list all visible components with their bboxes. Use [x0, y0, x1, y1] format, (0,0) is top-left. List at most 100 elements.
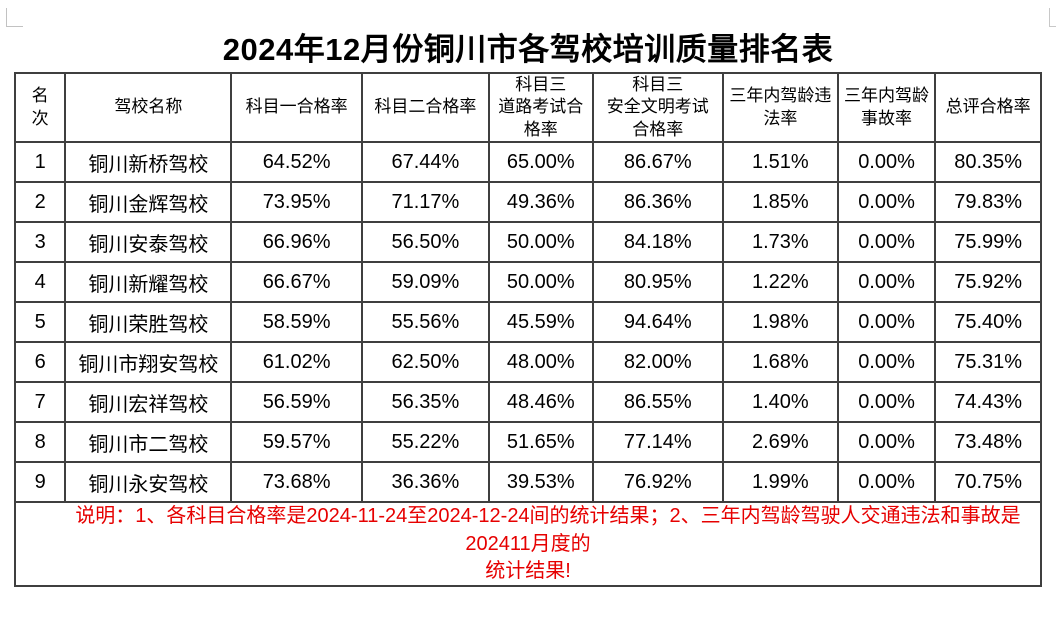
rate-cell: 84.18% [591, 221, 724, 264]
rate-cell: 70.75% [934, 461, 1042, 504]
note-row: 说明：1、各科目合格率是2024-11-24至2024-12-24间的统计结果；… [14, 501, 1042, 587]
column-header-3: 科目二合格率 [360, 71, 490, 144]
rate-cell: 75.40% [934, 301, 1042, 344]
rank-cell: 5 [13, 301, 67, 344]
rate-cell: 59.09% [360, 261, 490, 304]
column-header-6: 三年内驾龄违 法率 [721, 71, 839, 144]
rate-cell: 73.68% [230, 461, 363, 504]
rate-cell: 50.00% [487, 261, 594, 304]
column-header-4: 科目三 道路考试合 格率 [487, 71, 594, 144]
rate-cell: 65.00% [487, 141, 594, 184]
school-name-cell: 铜川荣胜驾校 [64, 301, 233, 344]
rate-cell: 0.00% [836, 181, 937, 224]
rate-cell: 73.95% [230, 181, 363, 224]
note-line-2: 统计结果! [485, 559, 571, 582]
school-name-cell: 铜川安泰驾校 [64, 221, 233, 264]
note-line-1: 说明：1、各科目合格率是2024-11-24至2024-12-24间的统计结果；… [75, 505, 1021, 555]
rate-cell: 0.00% [836, 461, 937, 504]
rank-cell: 8 [13, 421, 67, 464]
rate-cell: 67.44% [360, 141, 490, 184]
rate-cell: 80.95% [591, 261, 724, 304]
rate-cell: 51.65% [487, 421, 594, 464]
column-header-2: 科目一合格率 [230, 71, 363, 144]
rank-cell: 7 [13, 381, 67, 424]
rate-cell: 75.99% [934, 221, 1042, 264]
rate-cell: 66.96% [230, 221, 363, 264]
rate-cell: 45.59% [487, 301, 594, 344]
column-header-7: 三年内驾龄 事故率 [836, 71, 937, 144]
rate-cell: 49.36% [487, 181, 594, 224]
rate-cell: 79.83% [934, 181, 1042, 224]
column-header-5: 科目三 安全文明考试 合格率 [591, 71, 724, 144]
rate-cell: 48.46% [487, 381, 594, 424]
rank-cell: 3 [13, 221, 67, 264]
driving-school-ranking-table: 名 次驾校名称 科目一合格率 科目二合格率 科目三 道路考试合 格率 科目三 安全文明考… [13, 71, 1042, 587]
school-name-cell: 铜川新耀驾校 [64, 261, 233, 304]
rate-cell: 55.56% [360, 301, 490, 344]
table-row: 6 铜川市翔安驾校 61.02% 62.50% 48.00% 82.00% 1.68% 0.0… [13, 341, 1042, 384]
column-header-1: 驾校名称 [64, 71, 233, 144]
rate-cell: 61.02% [230, 341, 363, 384]
rank-cell: 9 [13, 461, 67, 504]
table-row: 2 铜川金辉驾校 73.95% 71.17% 49.36% 86.36% 1.85% 0.00… [13, 181, 1042, 224]
column-header-8: 总评合格率 [934, 71, 1042, 144]
rate-cell: 36.36% [360, 461, 490, 504]
rate-cell: 77.14% [591, 421, 724, 464]
table-row: 8 铜川市二驾校 59.57% 55.22% 51.65% 77.14% 2.69% 0.00… [13, 421, 1042, 464]
rate-cell: 0.00% [836, 261, 937, 304]
table-header-row: 名 次驾校名称 科目一合格率 科目二合格率 科目三 道路考试合 格率 科目三 安全文明考… [13, 71, 1042, 144]
rate-cell: 62.50% [360, 341, 490, 384]
rate-cell: 50.00% [487, 221, 594, 264]
rate-cell: 82.00% [591, 341, 724, 384]
column-header-0: 名 次 [13, 71, 67, 144]
table-row: 3 铜川安泰驾校 66.96% 56.50% 50.00% 84.18% 1.73% 0.00… [13, 221, 1042, 264]
school-name-cell: 铜川市二驾校 [64, 421, 233, 464]
rate-cell: 56.35% [360, 381, 490, 424]
page-title: 2024年12月份铜川市各驾校培训质量排名表 [222, 32, 834, 67]
school-name-cell: 铜川市翔安驾校 [64, 341, 233, 384]
rate-cell: 1.68% [721, 341, 839, 384]
rank-cell: 4 [13, 261, 67, 304]
rate-cell: 55.22% [360, 421, 490, 464]
rate-cell: 1.98% [721, 301, 839, 344]
rate-cell: 86.55% [591, 381, 724, 424]
rate-cell: 2.69% [721, 421, 839, 464]
rate-cell: 75.92% [934, 261, 1042, 304]
rate-cell: 1.99% [721, 461, 839, 504]
statistics-note: 说明：1、各科目合格率是2024-11-24至2024-12-24间的统计结果；… [14, 501, 1042, 587]
school-name-cell: 铜川金辉驾校 [64, 181, 233, 224]
rate-cell: 74.43% [934, 381, 1042, 424]
rate-cell: 64.52% [230, 141, 363, 184]
rate-cell: 94.64% [591, 301, 724, 344]
rank-cell: 1 [13, 141, 67, 184]
rate-cell: 80.35% [934, 141, 1042, 184]
rate-cell: 86.67% [591, 141, 724, 184]
rate-cell: 0.00% [836, 421, 937, 464]
rate-cell: 1.73% [721, 221, 839, 264]
rate-cell: 75.31% [934, 341, 1042, 384]
rate-cell: 39.53% [487, 461, 594, 504]
rate-cell: 86.36% [591, 181, 724, 224]
rate-cell: 0.00% [836, 341, 937, 384]
rate-cell: 56.59% [230, 381, 363, 424]
rate-cell: 58.59% [230, 301, 363, 344]
rate-cell: 0.00% [836, 301, 937, 344]
rate-cell: 59.57% [230, 421, 363, 464]
school-name-cell: 铜川新桥驾校 [64, 141, 233, 184]
rate-cell: 1.22% [721, 261, 839, 304]
rank-cell: 6 [13, 341, 67, 384]
rate-cell: 73.48% [934, 421, 1042, 464]
table-row: 5 铜川荣胜驾校 58.59% 55.56% 45.59% 94.64% 1.98% 0.00… [13, 301, 1042, 344]
rank-cell: 2 [13, 181, 67, 224]
rate-cell: 76.92% [591, 461, 724, 504]
rate-cell: 0.00% [836, 221, 937, 264]
rate-cell: 48.00% [487, 341, 594, 384]
rate-cell: 0.00% [836, 141, 937, 184]
table-row: 4 铜川新耀驾校 66.67% 59.09% 50.00% 80.95% 1.22% 0.00… [13, 261, 1042, 304]
rate-cell: 1.85% [721, 181, 839, 224]
margin-crop-mark-top-left [6, 8, 23, 27]
table-row: 7 铜川宏祥驾校 56.59% 56.35% 48.46% 86.55% 1.40% 0.00… [13, 381, 1042, 424]
rate-cell: 56.50% [360, 221, 490, 264]
rate-cell: 66.67% [230, 261, 363, 304]
